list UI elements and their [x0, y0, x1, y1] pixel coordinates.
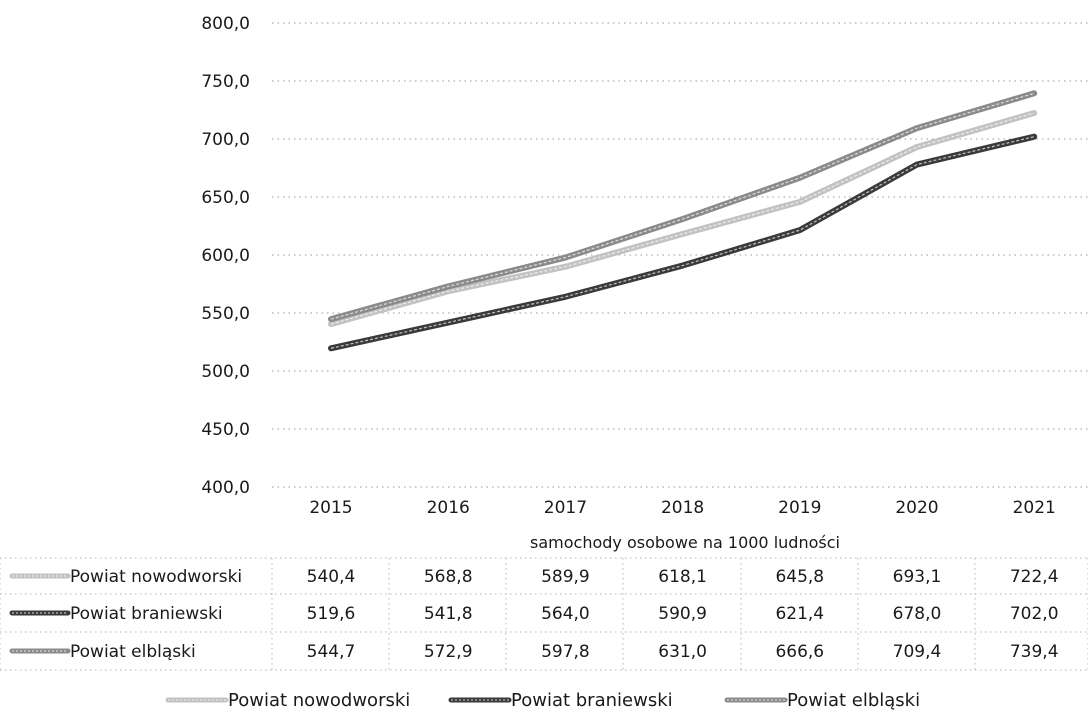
- x-tick-label: 2017: [544, 498, 587, 518]
- x-tick-label: 2019: [778, 498, 821, 518]
- series-line-powiat-elbl-ski: [328, 90, 1038, 323]
- table-cell: 589,9: [541, 567, 590, 587]
- y-tick-label: 800,0: [201, 14, 250, 34]
- y-tick-label: 650,0: [201, 188, 250, 208]
- table-cell: 739,4: [1010, 642, 1059, 662]
- legend-entry-label: Powiat braniewski: [511, 690, 673, 711]
- y-tick-label: 550,0: [201, 304, 250, 324]
- table-cell: 597,8: [541, 642, 590, 662]
- table-row-label: Powiat braniewski: [70, 604, 223, 624]
- series-lines: [328, 90, 1038, 352]
- legend: Powiat nowodworski Powiat braniewski Powia…: [165, 690, 920, 711]
- data-table: Powiat nowodworski 540,4 568,8 589,9 618,1 64…: [0, 557, 1088, 671]
- table-cell: 645,8: [775, 567, 824, 587]
- table-cell: 564,0: [541, 604, 590, 624]
- legend-entry-label: Powiat nowodworski: [228, 690, 410, 711]
- x-tick-label: 2018: [661, 498, 704, 518]
- table-cell: 709,4: [893, 642, 942, 662]
- legend-entry-label: Powiat elbląski: [787, 690, 920, 711]
- table-cell: 590,9: [658, 604, 707, 624]
- x-tick-label: 2016: [427, 498, 470, 518]
- table-cell: 621,4: [775, 604, 824, 624]
- table-cell: 666,6: [775, 642, 824, 662]
- table-row-label: Powiat elbląski: [70, 642, 196, 662]
- x-tick-label: 2015: [309, 498, 352, 518]
- x-axis: 2015 2016 2017 2018 2019 2020 2021: [309, 498, 1055, 518]
- table-cell: 519,6: [307, 604, 356, 624]
- table-cell: 544,7: [307, 642, 356, 662]
- y-tick-label: 750,0: [201, 72, 250, 92]
- y-tick-label: 400,0: [201, 478, 250, 498]
- table-cell: 540,4: [307, 567, 356, 587]
- x-axis-label: samochody osobowe na 1000 ludności: [530, 533, 840, 552]
- y-tick-label: 600,0: [201, 246, 250, 266]
- table-cell: 693,1: [893, 567, 942, 587]
- table-row-label: Powiat nowodworski: [70, 567, 242, 587]
- y-tick-label: 500,0: [201, 362, 250, 382]
- y-axis: 400,0 450,0 500,0 550,0 600,0 650,0 700,0 750,0…: [201, 14, 250, 498]
- table-cell: 678,0: [893, 604, 942, 624]
- series-line-core-powiat-braniewski: [330, 136, 1035, 349]
- y-tick-label: 700,0: [201, 130, 250, 150]
- series-line-powiat-braniewski: [328, 133, 1038, 352]
- table-cell: 568,8: [424, 567, 473, 587]
- table-cell: 541,8: [424, 604, 473, 624]
- table-cell: 631,0: [658, 642, 707, 662]
- y-tick-label: 450,0: [201, 420, 250, 440]
- gridlines: [272, 22, 1088, 488]
- x-tick-label: 2020: [895, 498, 938, 518]
- x-tick-label: 2021: [1013, 498, 1056, 518]
- table-cell: 572,9: [424, 642, 473, 662]
- table-cell: 618,1: [658, 567, 707, 587]
- table-cell: 702,0: [1010, 604, 1059, 624]
- table-cell: 722,4: [1010, 567, 1059, 587]
